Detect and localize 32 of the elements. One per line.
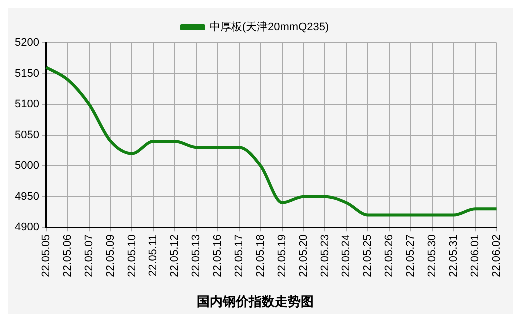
x-tick-label: 22.05.23 xyxy=(319,234,332,278)
x-tick-label: 22.05.06 xyxy=(62,234,74,278)
x-tick-label: 22.05.13 xyxy=(190,234,203,278)
x-tick-label: 22.05.07 xyxy=(83,234,96,278)
y-tick-label: 5150 xyxy=(14,68,40,80)
x-tick-label: 22.05.09 xyxy=(104,234,117,278)
y-tick-label: 4900 xyxy=(14,222,40,234)
y-tick-label: 5200 xyxy=(14,37,40,50)
x-tick-label: 22.05.12 xyxy=(169,234,182,278)
text: 国内钢价指数走势图 xyxy=(197,294,314,309)
x-tick-label: 22.05.25 xyxy=(362,234,374,278)
y-tick-label: 5100 xyxy=(14,98,40,111)
legend-label: 中厚板(天津20mmQ235) xyxy=(209,20,330,34)
x-tick-label: 22.05.31 xyxy=(448,234,460,278)
x-tick-label: 22.05.17 xyxy=(234,234,246,278)
x-tick-label: 22.06.01 xyxy=(469,234,482,278)
x-tick-label: 22.05.05 xyxy=(40,234,52,278)
y-tick-label: 5050 xyxy=(14,129,40,142)
x-tick-label: 22.06.02 xyxy=(490,234,503,278)
x-tick-label: 22.05.30 xyxy=(426,234,438,278)
x-tick-label: 22.05.19 xyxy=(276,234,288,278)
x-tick-label: 22.05.27 xyxy=(405,234,418,278)
y-tick-label: 5000 xyxy=(14,160,40,172)
x-tick-label: 22.05.10 xyxy=(126,234,138,278)
line-series xyxy=(44,66,498,217)
x-tick-label: 22.05.16 xyxy=(212,234,224,278)
x-tick-label: 22.05.24 xyxy=(340,234,353,278)
x-tick-label: 22.05.18 xyxy=(254,234,267,278)
x-tick-label: 22.05.26 xyxy=(384,234,396,278)
x-tick-label: 22.05.20 xyxy=(298,234,310,278)
x-tick-label: 22.05.11 xyxy=(148,234,160,277)
y-tick-label: 4950 xyxy=(14,190,40,203)
